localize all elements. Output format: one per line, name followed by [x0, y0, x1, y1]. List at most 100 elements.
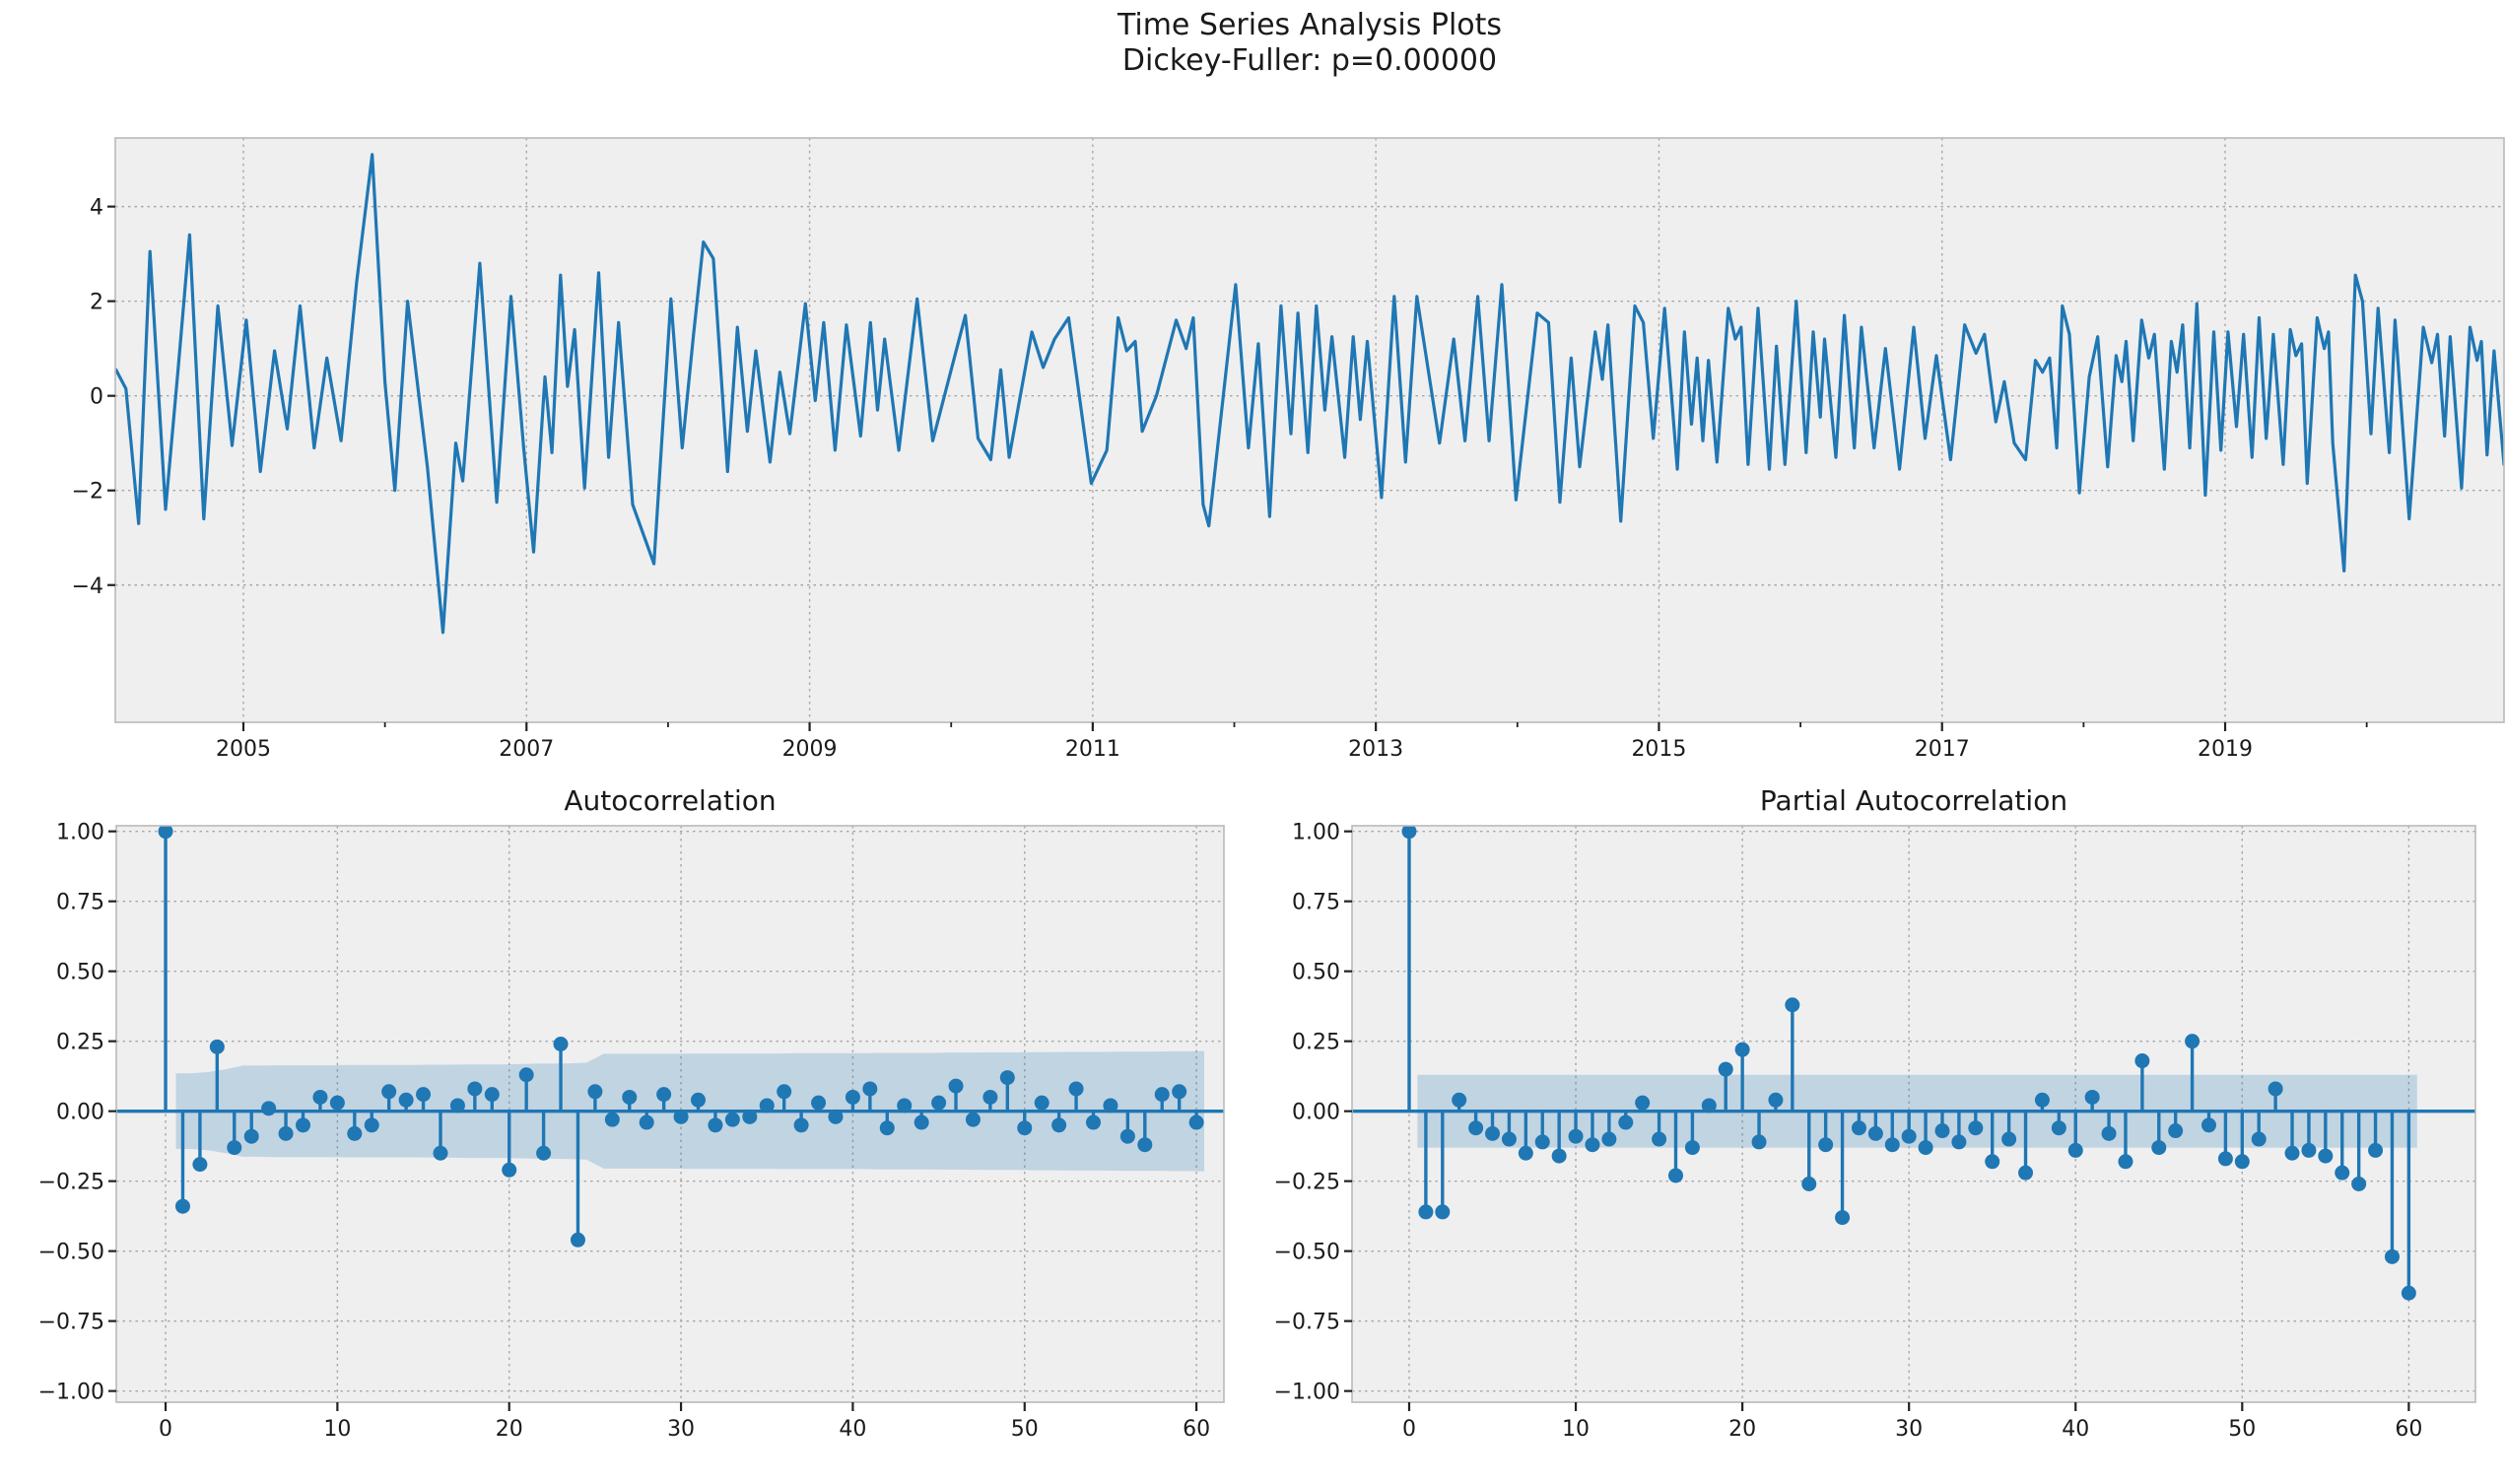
acf-y-tick-label: 0.50 [56, 961, 104, 985]
acf-x-tick-label: 0 [159, 1417, 172, 1442]
acf-marker-lag-38 [811, 1095, 827, 1111]
pacf-tick-marks [1344, 830, 2410, 1411]
acf-marker-lag-56 [1119, 1128, 1135, 1144]
pacf-x-tick-label: 50 [2228, 1417, 2256, 1442]
pacf-y-tick-label: 1.00 [1292, 821, 1340, 845]
acf-x-tick-label: 10 [323, 1417, 351, 1442]
pacf-marker-lag-14 [1635, 1095, 1651, 1111]
acf-data-layer [116, 826, 1224, 1248]
pacf-marker-lag-0 [1401, 826, 1417, 840]
acf-marker-lag-58 [1154, 1087, 1170, 1103]
pacf-marker-lag-34 [1968, 1120, 1984, 1136]
acf-marker-lag-49 [999, 1070, 1015, 1086]
pacf-marker-lag-42 [2101, 1125, 2117, 1141]
acf-marker-lag-52 [1051, 1117, 1067, 1133]
acf-marker-lag-26 [604, 1112, 620, 1127]
acf-marker-lag-4 [227, 1140, 242, 1156]
pacf-marker-lag-20 [1734, 1042, 1750, 1057]
pacf-plot-area [1352, 826, 2475, 1402]
figure-title-line2: Dickey-Fuller: p=0.00000 [1121, 43, 1498, 78]
timeseries-y-tick-label: −4 [72, 574, 103, 599]
acf-marker-lag-36 [777, 1084, 792, 1100]
pacf-marker-lag-38 [2034, 1092, 2050, 1108]
pacf-marker-lag-43 [2118, 1154, 2133, 1170]
pacf-x-tick-label: 40 [2062, 1417, 2089, 1442]
acf-marker-lag-46 [948, 1078, 964, 1094]
pacf-y-tick-label: −0.75 [1274, 1311, 1340, 1335]
acf-marker-lag-7 [278, 1125, 294, 1141]
pacf-x-tick-label: 0 [1402, 1417, 1416, 1442]
pacf-marker-lag-55 [2318, 1148, 2334, 1164]
pacf-tick-labels: 0 10 20 30 40 50 60 1.00 0.75 0.50 0.25 0.00 −0.25 −0… [1274, 821, 2423, 1442]
pacf-marker-lag-54 [2301, 1142, 2317, 1158]
pacf-marker-lag-8 [1534, 1134, 1550, 1150]
acf-marker-lag-20 [502, 1162, 517, 1178]
acf-marker-lag-18 [467, 1081, 483, 1097]
pacf-marker-lag-36 [2001, 1131, 2017, 1147]
pacf-x-tick-label: 60 [2395, 1417, 2422, 1442]
pacf-marker-lag-2 [1435, 1204, 1451, 1220]
acf-marker-lag-8 [296, 1117, 311, 1133]
acf-marker-lag-15 [416, 1087, 432, 1103]
acf-marker-lag-44 [914, 1114, 929, 1130]
pacf-y-tick-label: 0.25 [1292, 1031, 1340, 1055]
pacf-marker-lag-9 [1551, 1148, 1567, 1164]
acf-marker-lag-13 [381, 1084, 397, 1100]
acf-marker-lag-33 [724, 1112, 740, 1127]
timeseries-tick-labels: 2005 2007 2009 2011 2013 2015 2017 2019 −4 −2 0 2 4 [72, 196, 2253, 762]
pacf-marker-lag-7 [1518, 1145, 1533, 1161]
acf-marker-lag-0 [158, 826, 173, 840]
acf-y-tick-label: −0.75 [38, 1311, 104, 1335]
pacf-marker-lag-45 [2151, 1140, 2167, 1156]
pacf-marker-lag-24 [1801, 1176, 1817, 1191]
timeseries-y-tick-label: 2 [90, 291, 103, 315]
acf-marker-lag-5 [243, 1128, 259, 1144]
pacf-y-tick-label: −0.50 [1274, 1241, 1340, 1265]
acf-marker-lag-28 [639, 1114, 654, 1130]
pacf-marker-lag-52 [2268, 1081, 2283, 1097]
acf-marker-lag-23 [553, 1037, 569, 1052]
pacf-marker-lag-58 [2368, 1142, 2384, 1158]
acf-marker-lag-2 [192, 1157, 208, 1173]
acf-marker-lag-31 [691, 1092, 707, 1108]
acf-marker-lag-25 [587, 1084, 603, 1100]
acf-marker-lag-29 [656, 1087, 672, 1103]
timeseries-y-tick-label: −2 [72, 480, 103, 505]
acf-marker-lag-57 [1137, 1137, 1153, 1153]
timeseries-x-tick-label: 2013 [1348, 737, 1403, 762]
pacf-marker-lag-28 [1867, 1125, 1883, 1141]
timeseries-spines [114, 137, 2505, 723]
acf-marker-lag-35 [759, 1098, 775, 1113]
acf-marker-lag-54 [1085, 1114, 1101, 1130]
acf-marker-lag-42 [879, 1120, 895, 1136]
pacf-marker-lag-10 [1568, 1128, 1584, 1144]
acf-marker-lag-59 [1172, 1084, 1187, 1100]
timeseries-x-tick-label: 2009 [782, 737, 838, 762]
acf-markers [158, 826, 1204, 1248]
pacf-marker-lag-32 [1934, 1123, 1950, 1139]
pacf-marker-lag-13 [1618, 1114, 1634, 1130]
pacf-y-tick-label: −1.00 [1274, 1381, 1340, 1405]
pacf-marker-lag-46 [2168, 1123, 2184, 1139]
timeseries-line [115, 153, 2504, 635]
acf-marker-lag-47 [965, 1112, 981, 1127]
timeseries-x-tick-label: 2019 [2198, 737, 2253, 762]
pacf-marker-lag-19 [1718, 1061, 1733, 1077]
acf-y-tick-label: 0.25 [56, 1031, 104, 1055]
acf-marker-lag-32 [708, 1117, 723, 1133]
acf-marker-lag-30 [673, 1109, 689, 1124]
acf-marker-lag-60 [1188, 1114, 1204, 1130]
pacf-marker-lag-17 [1684, 1140, 1700, 1156]
figure-title: Time Series Analysis Plots Dickey-Fuller… [115, 8, 2504, 79]
acf-marker-lag-16 [433, 1145, 448, 1161]
acf-x-tick-label: 30 [667, 1417, 695, 1442]
pacf-data-layer [1352, 826, 2475, 1301]
pacf-marker-lag-40 [2067, 1142, 2083, 1158]
pacf-marker-lag-11 [1585, 1137, 1600, 1153]
pacf-marker-lag-31 [1918, 1140, 1933, 1156]
acf-plot-area [116, 826, 1224, 1402]
pacf-y-tick-label: −0.25 [1274, 1171, 1340, 1195]
pacf-marker-lag-1 [1418, 1204, 1434, 1220]
pacf-marker-lag-49 [2217, 1151, 2233, 1167]
